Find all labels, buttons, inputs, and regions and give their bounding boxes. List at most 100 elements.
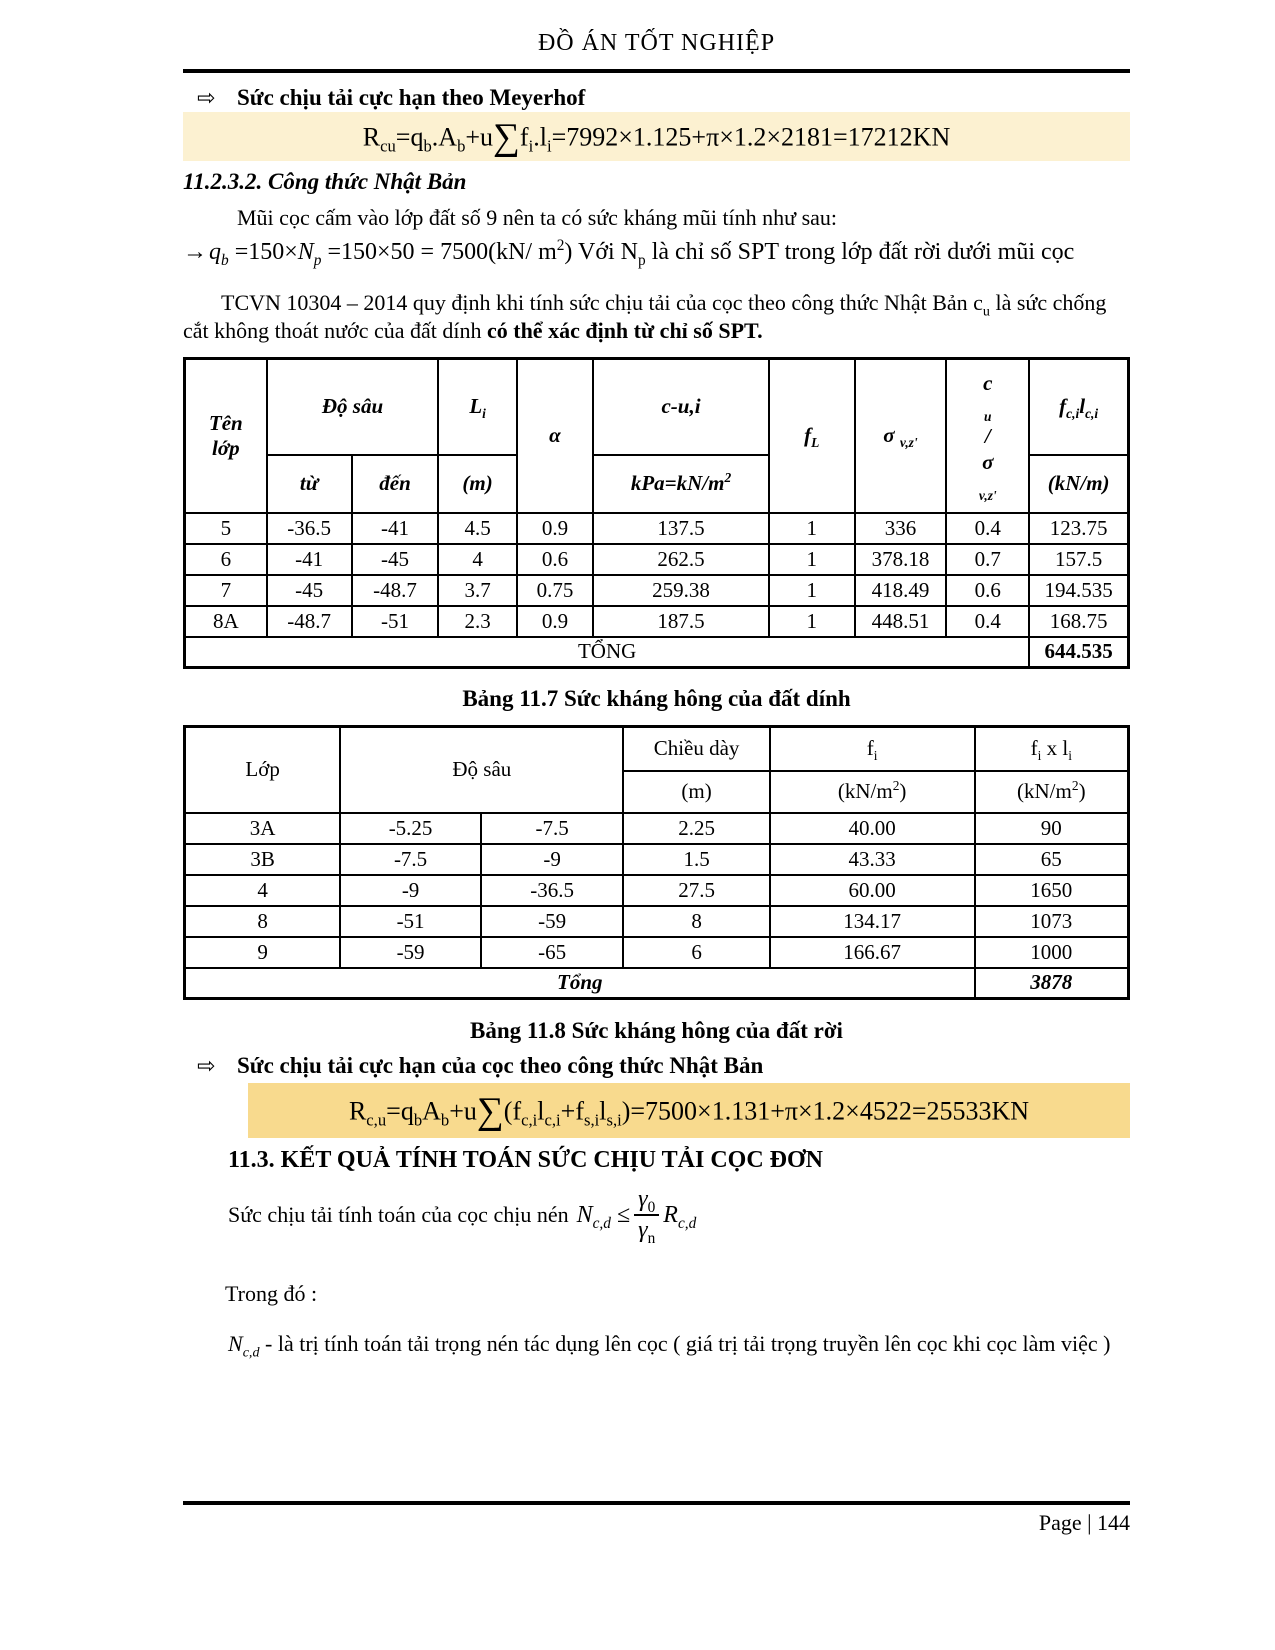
col-header-fixli: fi x li <box>973 725 1130 772</box>
table-cell: -41 <box>350 511 440 545</box>
table-cell: 3A <box>183 811 342 845</box>
bullet-japan: ⇨ Sức chịu tải cực hạn của cọc theo công… <box>183 1053 1130 1079</box>
table-cell: -9 <box>479 842 625 876</box>
table-cell: 418.49 <box>853 573 948 607</box>
table-cell: 65 <box>973 842 1130 876</box>
table-cell: 7 <box>183 573 268 607</box>
col-header-kpa: kPa=kN/m2 <box>592 453 770 514</box>
table-row: 9 -59 -65 6 166.67 1000 <box>183 935 1130 969</box>
table-cell: 168.75 <box>1028 604 1130 638</box>
table-cell: 1650 <box>973 873 1130 907</box>
table-total-row: Tổng 3878 <box>183 966 1130 1000</box>
fraction-numerator: γ0 <box>634 1186 660 1216</box>
table-cell: 0.9 <box>515 511 595 545</box>
table-header-row: Lớp Độ sâu Chiều dày fi fi x li <box>183 725 1130 814</box>
paragraph-tcvn: TCVN 10304 – 2014 quy định khi tính sức … <box>183 290 1107 343</box>
suc-chiu-text: Sức chịu tải tính toán của cọc chịu nén <box>228 1202 569 1227</box>
table-cell: 0.75 <box>515 573 595 607</box>
section-heading-11-3: 11.3. KẾT QUẢ TÍNH TOÁN SỨC CHỊU TẢI CỌC… <box>228 1147 824 1173</box>
col-header-do-sau: Độ sâu <box>265 357 440 456</box>
table-cell: 2.25 <box>622 811 771 845</box>
table-cell: 1073 <box>973 904 1130 938</box>
table-11-8: Lớp Độ sâu Chiều dày fi fi x li (m) (kN/… <box>183 725 1130 1000</box>
table-cell: 378.18 <box>853 542 948 576</box>
table-cell: 1 <box>767 573 856 607</box>
table-cell: -51 <box>350 604 440 638</box>
table-cell: 166.67 <box>768 935 976 969</box>
table-cell: 1 <box>767 511 856 545</box>
table-cell: -59 <box>479 904 625 938</box>
col-header-ten-lop: Tên lớp <box>183 357 268 514</box>
total-label: TỔNG <box>183 635 1031 669</box>
table-cell: 6 <box>622 935 771 969</box>
bullet-meyerhof-label: Sức chịu tải cực hạn theo Meyerhof <box>237 85 586 110</box>
table-row: 6 -41 -45 4 0.6 262.5 1 378.18 0.7 157.5 <box>183 542 1130 576</box>
table-cell: 8A <box>183 604 268 638</box>
table-row: 3A -5.25 -7.5 2.25 40.00 90 <box>183 811 1130 845</box>
table-cell: 336 <box>853 511 948 545</box>
table-cell: 134.17 <box>768 904 976 938</box>
table-cell: 259.38 <box>592 573 770 607</box>
table-row: 5 -36.5 -41 4.5 0.9 137.5 1 336 0.4 123.… <box>183 511 1130 545</box>
table-cell: 1000 <box>973 935 1130 969</box>
table-cell: -5.25 <box>339 811 482 845</box>
bullet-japan-label: Sức chịu tải cực hạn của cọc theo công t… <box>237 1053 764 1078</box>
table-cell: -7.5 <box>339 842 482 876</box>
col-header-m: (m) <box>622 769 771 814</box>
table-cell: 1.5 <box>622 842 771 876</box>
col-header-den: đến <box>350 453 440 514</box>
table-cell: 40.00 <box>768 811 976 845</box>
table-cell: 4.5 <box>437 511 518 545</box>
hollow-arrow-icon: ⇨ <box>197 1054 216 1079</box>
paragraph-suc-chiu: Sức chịu tải tính toán của cọc chịu nén … <box>183 1186 1130 1247</box>
formula-qb: →qb =150×Np =150×50 = 7500(kN/ m2) Với N… <box>183 237 1075 269</box>
col-header-alpha: α <box>515 357 595 514</box>
table-cell: 43.33 <box>768 842 976 876</box>
table-cell: 0.9 <box>515 604 595 638</box>
table-cell: -59 <box>339 935 482 969</box>
hollow-arrow-icon: ⇨ <box>197 86 216 111</box>
table-row: 3B -7.5 -9 1.5 43.33 65 <box>183 842 1130 876</box>
total-value: 644.535 <box>1028 635 1130 669</box>
paragraph-ncd-description: Nc,d - là trị tính toán tải trọng nén tá… <box>228 1331 1111 1361</box>
table-cell: -36.5 <box>479 873 625 907</box>
table-cell: 90 <box>973 811 1130 845</box>
table-cell: 448.51 <box>853 604 948 638</box>
table-cell: 5 <box>183 511 268 545</box>
table-cell: 4 <box>183 873 342 907</box>
table-cell: -48.7 <box>265 604 353 638</box>
table-cell: 0.6 <box>945 573 1031 607</box>
table-row: 7 -45 -48.7 3.7 0.75 259.38 1 418.49 0.6… <box>183 573 1130 607</box>
table-cell: 0.4 <box>945 604 1031 638</box>
fraction-denominator: γn <box>638 1217 656 1247</box>
table-cell: 2.3 <box>437 604 518 638</box>
table-cell: -36.5 <box>265 511 353 545</box>
col-header-knm: (kN/m) <box>1028 453 1130 514</box>
table-header-row2: (m) (kN/m2) (kN/m2) <box>185 769 1130 814</box>
table-11-7-caption: Bảng 11.7 Sức kháng hông của đất dính <box>462 686 851 711</box>
table-cell: 8 <box>183 904 342 938</box>
formula-japan-highlight: Rc,u=qbAb+u∑(fc,ilc,i+fs,ils,i)=7500×1.1… <box>248 1083 1130 1138</box>
table-cell: 137.5 <box>592 511 770 545</box>
table-cell: 60.00 <box>768 873 976 907</box>
table-cell: 0.6 <box>515 542 595 576</box>
table-cell: 0.4 <box>945 511 1031 545</box>
page-number: Page | 144 <box>1038 1510 1130 1535</box>
table-total-row: TỔNG 644.535 <box>183 635 1130 669</box>
table-cell: 194.535 <box>1028 573 1130 607</box>
header-rule <box>183 69 1130 73</box>
table-cell: 8 <box>622 904 771 938</box>
col-header-do-sau: Độ sâu <box>339 725 625 814</box>
formula-meyerhof-highlight: Rcu=qb.Ab+u∑fi.li=7992×1.125+π×1.2×2181=… <box>183 112 1130 161</box>
col-header-lop: Lớp <box>183 725 342 814</box>
table-row: 4 -9 -36.5 27.5 60.00 1650 <box>183 873 1130 907</box>
table-cell: 9 <box>183 935 342 969</box>
footer-rule <box>183 1501 1130 1505</box>
table-cell: 1 <box>767 604 856 638</box>
table-row: 8 -51 -59 8 134.17 1073 <box>183 904 1130 938</box>
bullet-meyerhof: ⇨ Sức chịu tải cực hạn theo Meyerhof <box>183 85 1130 111</box>
table-cell: 6 <box>183 542 268 576</box>
table-cell: -65 <box>479 935 625 969</box>
col-header-li: Li <box>437 357 518 456</box>
col-header-chieu-day: Chiều dày <box>622 725 771 772</box>
